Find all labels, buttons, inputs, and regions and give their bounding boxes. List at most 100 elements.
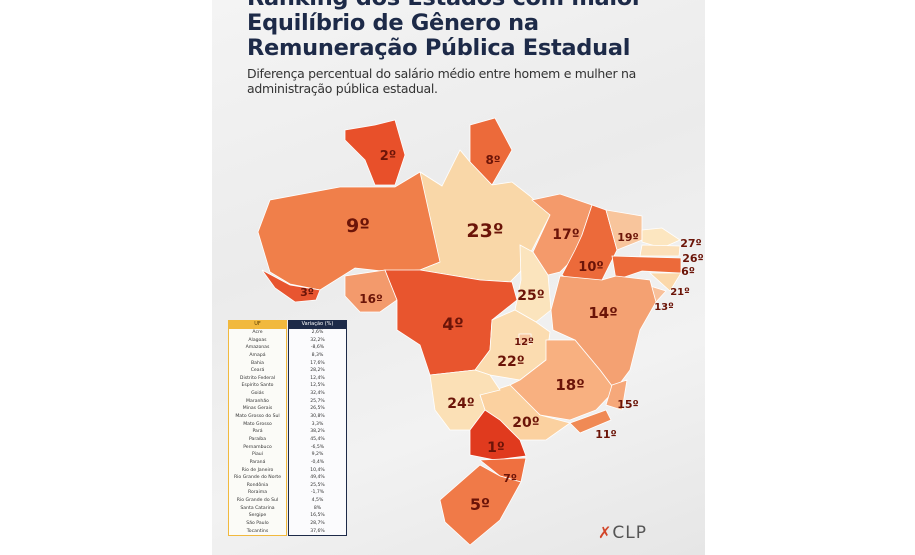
state-ms bbox=[429, 369, 501, 431]
table-cell-uf: Roraima bbox=[247, 490, 268, 496]
table-cell-variation: 32,4% bbox=[310, 391, 325, 397]
rank-label-rr: 2º bbox=[380, 149, 396, 164]
table-cell-variation: -8,6% bbox=[310, 345, 325, 351]
table-cell-variation: 3,3% bbox=[311, 421, 324, 427]
rank-label-ce: 19º bbox=[617, 231, 639, 244]
rank-label-rs: 5º bbox=[470, 495, 490, 514]
table-cell-variation: 49,4% bbox=[310, 475, 325, 481]
rank-label-ma: 17º bbox=[552, 227, 579, 243]
state-al bbox=[648, 272, 682, 292]
rank-label-pe: 6º bbox=[681, 265, 695, 278]
rank-label-mg: 18º bbox=[555, 376, 584, 394]
state-rs bbox=[439, 464, 522, 546]
rank-label-pr: 1º bbox=[487, 440, 505, 456]
table-cell-variation: 8,3% bbox=[311, 352, 324, 358]
state-rj bbox=[569, 409, 612, 434]
table-cell-variation: 4,5% bbox=[311, 498, 324, 504]
rank-label-df: 12º bbox=[514, 337, 534, 348]
state-pb bbox=[639, 244, 681, 257]
table-cell-uf: Pernambuco bbox=[243, 444, 272, 450]
table-cell-uf: Rio Grande do Sul bbox=[236, 498, 279, 504]
table-cell-uf: Sergipe bbox=[248, 513, 267, 519]
table-cell-variation: 25,5% bbox=[310, 482, 325, 488]
table-cell-uf: Santa Catarina bbox=[240, 505, 275, 511]
figure-icon: ✗ bbox=[598, 523, 613, 542]
table-cell-variation: 16,5% bbox=[310, 513, 325, 519]
state-ap bbox=[469, 117, 513, 186]
table-cell-uf: Rio de Janeiro bbox=[241, 467, 274, 473]
rank-label-es: 15º bbox=[617, 398, 639, 411]
table-cell-variation: 38,2% bbox=[310, 429, 325, 435]
table-cell-variation: 10,4% bbox=[310, 467, 325, 473]
rank-label-se: 13º bbox=[654, 302, 674, 313]
table-cell-variation: 25,7% bbox=[310, 398, 325, 404]
variation-column: Variação (%) 2,6% 32,2% -8,6% 8,3% 17,6% 28,2… bbox=[288, 320, 347, 537]
state-es bbox=[605, 379, 628, 411]
table-cell-variation: 12,4% bbox=[310, 375, 325, 381]
table-cell-variation: 8% bbox=[313, 505, 322, 511]
table-cell-uf: Minas Gerais bbox=[242, 406, 273, 412]
table-cell-variation: 45,4% bbox=[310, 436, 325, 442]
table-cell-uf: Maranhão bbox=[246, 398, 269, 404]
table-cell-uf: Paraná bbox=[249, 459, 266, 465]
rank-label-sc: 7º bbox=[503, 472, 517, 485]
state-ac bbox=[261, 269, 321, 303]
table-cell-uf: Alagoas bbox=[248, 337, 267, 343]
rank-label-rj: 11º bbox=[595, 428, 617, 441]
rank-label-am: 9º bbox=[346, 215, 370, 237]
rank-label-ap: 8º bbox=[485, 153, 500, 167]
state-mg bbox=[509, 339, 616, 421]
table-cell-uf: Rondônia bbox=[246, 482, 269, 488]
rank-label-ro: 16º bbox=[359, 292, 383, 306]
state-rr bbox=[344, 119, 406, 186]
rank-label-pa: 23º bbox=[466, 220, 503, 242]
rank-label-pb: 26º bbox=[682, 252, 704, 265]
rank-label-al: 21º bbox=[670, 287, 690, 298]
page-subtitle: Diferença percentual do salário médio en… bbox=[247, 66, 636, 96]
table-cell-uf: Pará bbox=[252, 429, 263, 435]
table-cell-uf: Paraíba bbox=[248, 436, 267, 442]
table-cell-variation: 28,2% bbox=[310, 368, 325, 374]
rank-label-go: 22º bbox=[497, 354, 524, 370]
state-df bbox=[518, 333, 532, 345]
table-cell-variation: 9,2% bbox=[311, 452, 324, 458]
table-cell-uf: Piauí bbox=[252, 452, 263, 458]
table-cell-uf: Distrito Federal bbox=[239, 375, 276, 381]
state-rn bbox=[641, 227, 681, 249]
page-title: Ranking dos Estados com maior Equilíbrio… bbox=[247, 0, 643, 61]
table-cell-variation: 12,5% bbox=[310, 383, 325, 389]
state-ba bbox=[550, 275, 657, 391]
table-cell-uf: Bahia bbox=[251, 360, 264, 366]
table-cell-uf: São Paulo bbox=[246, 521, 269, 527]
state-pr bbox=[469, 409, 527, 461]
table-cell-variation: 28,7% bbox=[310, 521, 325, 527]
rank-label-pi: 10º bbox=[578, 260, 603, 275]
table-cell-uf: Mato Grosso bbox=[243, 421, 272, 427]
clp-logo: ✗CLP bbox=[598, 523, 647, 543]
table-cell-variation: 17,6% bbox=[310, 360, 325, 366]
rank-label-mt: 4º bbox=[442, 315, 463, 335]
table-cell-uf: Amazonas bbox=[245, 345, 270, 351]
table-cell-variation: 2,6% bbox=[311, 330, 324, 335]
uf-column: UF Acre Alagoas Amazonas Amapá Bahia Ceará Dis… bbox=[228, 320, 287, 537]
state-ma bbox=[531, 193, 593, 276]
variation-header: Variação (%) bbox=[289, 320, 346, 329]
table-cell-variation: -1,7% bbox=[310, 490, 325, 496]
rank-label-sp: 20º bbox=[512, 415, 539, 431]
table-cell-variation: 32,2% bbox=[310, 337, 325, 343]
table-cell-uf: Rio Grande do Norte bbox=[233, 475, 282, 481]
rank-label-ac: 3º bbox=[300, 286, 314, 299]
table-cell-uf: Acre bbox=[252, 330, 263, 335]
table-cell-uf: Goiás bbox=[251, 391, 264, 397]
table-cell-variation: -0,4% bbox=[310, 459, 325, 465]
rank-label-ba: 14º bbox=[588, 304, 617, 322]
table-cell-uf: Tocantins bbox=[246, 528, 269, 534]
rank-label-to: 25º bbox=[517, 288, 544, 304]
rank-label-ms: 24º bbox=[447, 396, 474, 412]
table-cell-variation: 26,5% bbox=[310, 406, 325, 412]
table-cell-uf: Espírito Santo bbox=[241, 383, 274, 389]
table-cell-uf: Ceará bbox=[250, 368, 265, 374]
uf-header: UF bbox=[229, 320, 286, 329]
table-cell-variation: 37,6% bbox=[310, 528, 325, 534]
